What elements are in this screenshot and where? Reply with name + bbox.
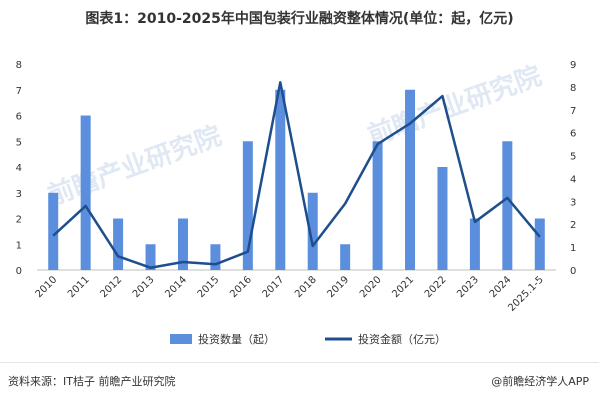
x-tick-label: 2012 [98, 274, 124, 300]
y-right-tick-label: 2 [570, 220, 576, 231]
brand-label: @前瞻经济学人APP [491, 375, 589, 388]
x-tick-label: 2019 [326, 274, 352, 300]
watermark-right: 前瞻产业研究院 [364, 60, 546, 151]
y-left-tick-label: 3 [16, 189, 22, 200]
x-tick-labels: 2010 2011 2012 2013 2014 2015 2016 2017 2018 2019… [34, 274, 546, 314]
x-tick-label: 2016 [228, 274, 254, 300]
bar [113, 218, 124, 270]
y-left-tick-label: 8 [16, 60, 22, 71]
x-tick-label: 2024 [488, 274, 514, 300]
bar-series [48, 89, 545, 270]
x-tick-label: 2011 [66, 274, 92, 300]
y-left-tick-label: 7 [16, 86, 22, 97]
y-right-tick-label: 1 [570, 243, 576, 254]
bar [242, 141, 253, 270]
watermarks: 前瞻产业研究院 前瞻产业研究院 [44, 60, 546, 211]
bar [80, 115, 91, 270]
bar [372, 141, 383, 270]
x-tick-label: 2013 [131, 274, 157, 300]
bar [145, 244, 156, 270]
y-right-tick-label: 9 [570, 60, 576, 71]
bar [210, 244, 221, 270]
y-left-tick-label: 1 [16, 240, 22, 251]
y-right-tick-label: 6 [570, 129, 576, 140]
footer-divider [0, 362, 599, 363]
bar [177, 218, 188, 270]
bar [437, 167, 448, 270]
chart-title: 图表1：2010-2025年中国包装行业融资整体情况(单位：起，亿元) [85, 11, 514, 27]
bar [469, 218, 480, 270]
y-right-tick-label: 8 [570, 83, 576, 94]
x-tick-label: 2014 [163, 274, 189, 300]
bar [48, 192, 59, 270]
x-tick-label: 2010 [34, 274, 60, 300]
x-tick-label: 2025.1-5 [506, 274, 546, 314]
line-path [52, 81, 541, 269]
bar [502, 141, 513, 270]
bar [307, 192, 318, 270]
bar [405, 89, 416, 270]
legend-label-line: 投资金额（亿元） [358, 332, 446, 346]
x-tick-label: 2021 [390, 274, 416, 300]
y-right-tick-label: 7 [570, 106, 576, 117]
y-right-tick-label: 4 [570, 174, 576, 185]
x-tick-label: 2022 [423, 274, 449, 300]
x-tick-label: 2020 [358, 274, 384, 300]
y-left-tick-label: 0 [16, 266, 22, 277]
y-left-tick-label: 2 [16, 215, 22, 226]
bar [275, 89, 286, 270]
legend-swatch-bar [170, 334, 192, 344]
x-tick-label: 2015 [196, 274, 222, 300]
y-right-tick-label: 0 [570, 266, 576, 277]
x-tick-label: 2017 [261, 274, 287, 300]
y-left-tick-label: 4 [16, 163, 22, 174]
y-left-tick-label: 6 [16, 112, 22, 123]
source-note: 资料来源：IT桔子 前瞻产业研究院 [8, 375, 176, 388]
y-left-tick-label: 5 [16, 137, 22, 148]
x-tick-label: 2023 [455, 274, 481, 300]
x-tick-label: 2018 [293, 274, 319, 300]
y-right-tick-label: 5 [570, 152, 576, 163]
bar [534, 218, 545, 270]
bar [340, 244, 351, 270]
axes: 0 1 2 3 4 5 6 7 8 0 1 2 3 4 5 6 7 8 9 [16, 60, 577, 277]
line-series [52, 81, 541, 269]
legend: 投资数量（起） 投资金额（亿元） [170, 332, 446, 346]
y-right-tick-label: 3 [570, 197, 576, 208]
legend-label-bar: 投资数量（起） [198, 332, 275, 346]
watermark-left: 前瞻产业研究院 [44, 120, 226, 211]
